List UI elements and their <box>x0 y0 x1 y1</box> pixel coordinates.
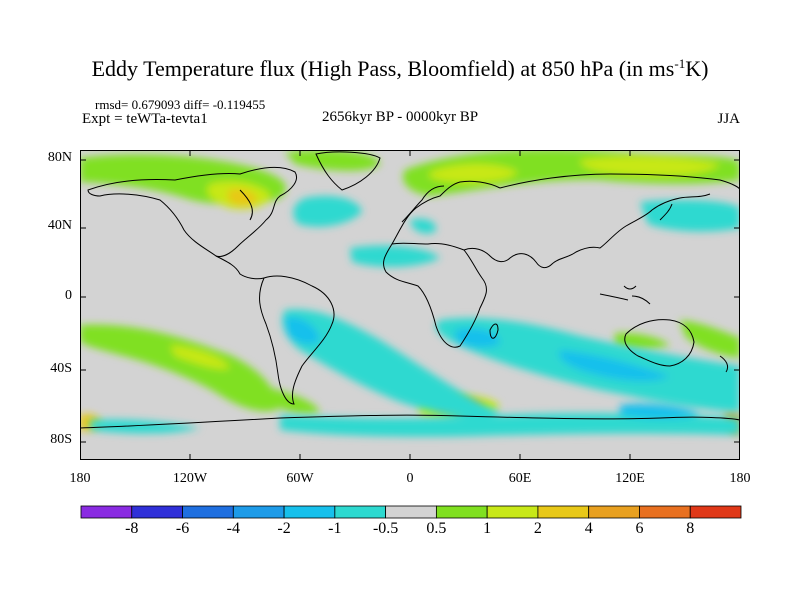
north-asia-coast <box>499 173 740 191</box>
y-tick-label: 80N <box>47 150 72 165</box>
japan-coast <box>659 203 673 221</box>
x-tick-label: 120E <box>615 471 645 486</box>
coastlines <box>80 151 740 429</box>
europe-coast <box>391 180 501 245</box>
colorbar-tick-label: 1 <box>483 520 492 537</box>
season-label: JJA <box>717 111 740 127</box>
colorbar-tick-label: -2 <box>277 520 291 537</box>
greenland-coast <box>315 151 381 191</box>
colorbar-tick-label: 6 <box>635 520 644 537</box>
experiment-label: Expt = teWTa-tevta1 <box>82 111 208 127</box>
colorbar-swatch <box>689 505 742 519</box>
x-tick-label: 180 <box>729 471 751 486</box>
colorbar-swatch <box>80 505 133 519</box>
y-tick-label: 80S <box>50 432 72 447</box>
colorbar-tick-label: 4 <box>584 520 593 537</box>
colorbar-swatch <box>537 505 590 519</box>
antarctica-coast <box>80 414 740 429</box>
new-zealand-coast <box>719 355 729 373</box>
x-tick-label: 60W <box>286 471 314 486</box>
colorbar-swatch <box>588 505 640 519</box>
colorbar-tick-label: -1 <box>328 520 342 537</box>
rmsd-diff-stats: rmsd= 0.679093 diff= -0.119455 <box>95 97 266 112</box>
period-label: 2656kyr BP - 0000kyr BP <box>321 109 479 125</box>
madagascar-coast <box>489 323 499 339</box>
central-america-coast <box>215 255 265 280</box>
colorbar-swatch <box>334 505 387 519</box>
colorbar <box>80 505 742 519</box>
world-map <box>80 150 740 460</box>
x-tick-label: 0 <box>406 471 414 486</box>
south-america-coast <box>259 275 335 405</box>
map-ticks <box>80 150 740 460</box>
colorbar-swatch <box>182 505 234 519</box>
colorbar-tick-label: -0.5 <box>372 520 399 537</box>
colorbar-tick-label: 8 <box>686 520 695 537</box>
hudson-bay-coast <box>239 189 253 221</box>
colorbar-swatch <box>639 505 691 519</box>
colorbar-tick-label: 2 <box>533 520 542 537</box>
map-title: Eddy Temperature flux (High Pass, Bloomf… <box>91 56 709 81</box>
colorbar-tick-label: 0.5 <box>426 520 447 537</box>
y-tick-label: 40N <box>47 218 72 233</box>
scandinavia-coast <box>401 185 445 223</box>
colorbar-swatch <box>232 505 285 519</box>
colorbar-swatch <box>283 505 336 519</box>
colorbar-tick-label: -4 <box>226 520 240 537</box>
y-tick-label: 0 <box>65 288 72 303</box>
australia-coast <box>624 319 695 367</box>
colorbar-swatch <box>131 505 183 519</box>
x-tick-label: 60E <box>508 471 532 486</box>
negative-flux-regions <box>90 195 740 437</box>
colorbar-tick-label: -8 <box>125 520 139 537</box>
north-america-coast <box>87 167 297 257</box>
south-asia-coast <box>463 193 711 269</box>
colorbar-swatch <box>385 505 437 519</box>
y-tick-label: 40S <box>50 361 72 376</box>
x-tick-label: 180 <box>69 471 91 486</box>
colorbar-tick-label: -6 <box>175 520 190 537</box>
africa-coast <box>383 242 487 348</box>
indonesia-coast <box>599 285 651 305</box>
x-tick-label: 120W <box>172 471 208 486</box>
colorbar-swatch <box>435 505 488 519</box>
colorbar-swatch <box>486 505 539 519</box>
